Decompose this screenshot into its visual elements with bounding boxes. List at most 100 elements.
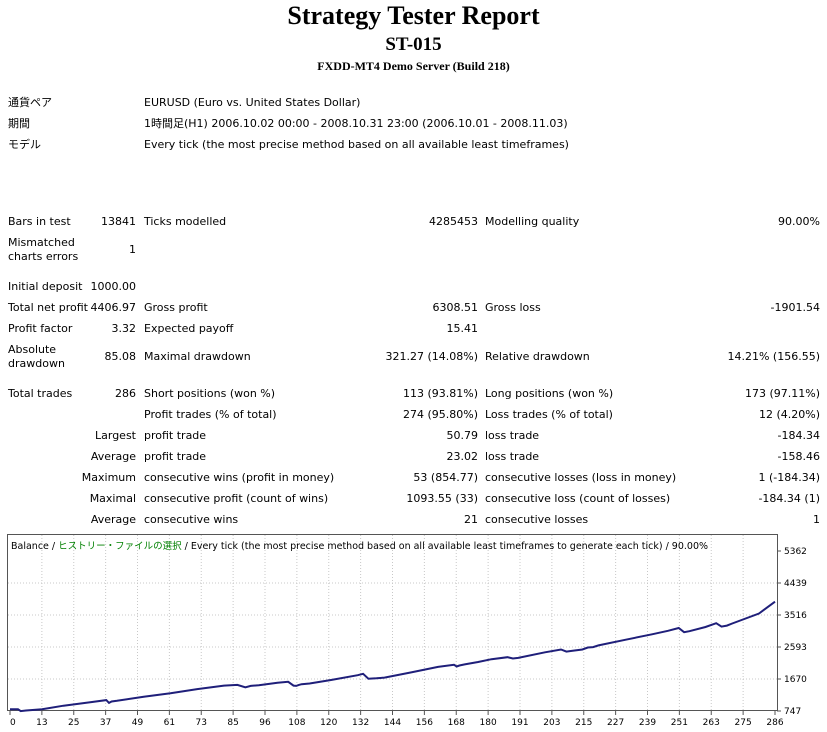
average-profit-value: 23.02 — [446, 450, 479, 463]
total-trades-label: Total trades — [8, 387, 73, 400]
info-label: モデル — [8, 138, 41, 151]
balance-chart-svg: 0 13 25 37 49 61 73 85 96 108 120 132 144 156 168 180 19… — [7, 534, 807, 728]
x-tick-label: 25 — [68, 718, 79, 728]
maximal-drawdown-value: 321.27 (14.08%) — [385, 350, 478, 363]
average-consec-loss-label: consecutive losses — [485, 513, 589, 526]
ticks-modelled-value: 4285453 — [429, 215, 478, 228]
mismatched-label-1: Mismatched — [8, 236, 75, 249]
average-consec-profit-label: consecutive wins — [144, 513, 239, 526]
maximum-loss-label: consecutive losses (loss in money) — [485, 471, 677, 484]
x-tick-label: 215 — [575, 718, 592, 728]
x-tick-label: 144 — [384, 718, 401, 728]
y-tick-label: 5362 — [784, 547, 807, 557]
info-label: 期間 — [8, 117, 30, 130]
short-positions-value: 113 (93.81%) — [402, 387, 478, 400]
x-tick-label: 73 — [196, 718, 207, 728]
maximal-drawdown-label: Maximal drawdown — [144, 350, 251, 363]
maximal-loss-label: consecutive loss (count of losses) — [485, 492, 671, 505]
y-tick-label: 4439 — [784, 579, 807, 589]
x-tick-label: 275 — [735, 718, 752, 728]
long-positions-value: 173 (97.11%) — [744, 387, 820, 400]
relative-drawdown-label: Relative drawdown — [485, 350, 590, 363]
y-tick-label: 747 — [784, 707, 801, 717]
long-positions-label: Long positions (won %) — [485, 387, 614, 400]
grid-lines — [8, 535, 777, 710]
gross-loss-value: -1901.54 — [770, 301, 820, 314]
info-value: EURUSD (Euro vs. United States Dollar) — [144, 96, 361, 109]
profit-trades-value: 274 (95.80%) — [402, 408, 478, 421]
gross-profit-value: 6308.51 — [432, 301, 479, 314]
legend-separator: / — [48, 541, 59, 552]
info-value: Every tick (the most precise method base… — [144, 138, 569, 151]
x-tick-label: 96 — [259, 718, 271, 728]
profit-factor-label: Profit factor — [8, 322, 73, 335]
maximal-prefix: Maximal — [89, 492, 136, 505]
absolute-drawdown-label-1: Absolute — [8, 343, 57, 356]
gross-profit-label: Gross profit — [144, 301, 208, 314]
x-tick-label: 85 — [227, 718, 238, 728]
legend-description: / Every tick (the most precise method ba… — [181, 541, 709, 552]
maximum-loss-value: 1 (-184.34) — [758, 471, 820, 484]
ticks-modelled-label: Ticks modelled — [144, 215, 227, 228]
balance-chart: 0 13 25 37 49 61 73 85 96 108 120 132 144 156 168 180 19… — [7, 534, 823, 730]
x-tick-label: 203 — [543, 718, 560, 728]
total-net-profit-label: Total net profit — [8, 301, 88, 314]
x-tick-label: 191 — [511, 718, 528, 728]
expected-payoff-label: Expected payoff — [144, 322, 234, 335]
largest-profit-label: profit trade — [144, 429, 207, 442]
average-consec-profit-value: 21 — [464, 513, 478, 526]
legend-history-link[interactable]: ヒストリー・ファイルの選択 — [58, 541, 182, 552]
largest-loss-value: -184.34 — [777, 429, 820, 442]
maximum-profit-value: 53 (854.77) — [413, 471, 478, 484]
y-tick-label: 1670 — [784, 675, 807, 685]
x-tick-label: 227 — [607, 718, 624, 728]
mismatched-value: 1 — [129, 243, 136, 256]
maximal-profit-label: consecutive profit (count of wins) — [144, 492, 329, 505]
absolute-drawdown-value: 85.08 — [104, 350, 137, 363]
absolute-drawdown-label-2: drawdown — [8, 357, 65, 370]
x-tick-label: 49 — [132, 718, 144, 728]
x-tick-label: 108 — [288, 718, 305, 728]
average-prefix: Average — [90, 450, 136, 463]
total-net-profit-value: 4406.97 — [90, 301, 137, 314]
maximal-profit-value: 1093.55 (33) — [406, 492, 478, 505]
modelling-quality-value: 90.00% — [778, 215, 820, 228]
total-trades-value: 286 — [115, 387, 136, 400]
report-title: Strategy Tester Report — [287, 1, 540, 30]
info-value: 1時間足(H1) 2006.10.02 00:00 - 2008.10.31 2… — [144, 117, 568, 130]
x-tick-label: 168 — [448, 718, 465, 728]
mismatched-label-2: charts errors — [8, 250, 79, 263]
maximum-profit-label: consecutive wins (profit in money) — [144, 471, 335, 484]
x-tick-label: 251 — [671, 718, 688, 728]
x-tick-label: 286 — [766, 718, 783, 728]
profit-factor-value: 3.32 — [111, 322, 137, 335]
maximal-loss-value: -184.34 (1) — [758, 492, 820, 505]
modelling-quality-label: Modelling quality — [485, 215, 580, 228]
average-consec-loss-value: 1 — [813, 513, 820, 526]
x-tick-label: 61 — [164, 718, 175, 728]
average-loss-label: loss trade — [485, 450, 540, 463]
server-name: FXDD-MT4 Demo Server (Build 218) — [317, 59, 510, 73]
loss-trades-label: Loss trades (% of total) — [485, 408, 613, 421]
y-tick-label: 3516 — [784, 611, 807, 621]
x-tick-label: 37 — [100, 718, 111, 728]
y-tick-label: 2593 — [784, 643, 807, 653]
chart-legend: Balance / ヒストリー・ファイルの選択 / Every tick (th… — [11, 538, 708, 552]
maximum-prefix: Maximum — [81, 471, 136, 484]
info-label: 通貨ペア — [8, 96, 52, 109]
bars-in-test-value: 13841 — [101, 215, 136, 228]
x-tick-label: 132 — [352, 718, 369, 728]
loss-trades-value: 12 (4.20%) — [758, 408, 820, 421]
relative-drawdown-value: 14.21% (156.55) — [727, 350, 820, 363]
average-consec-prefix: Average — [90, 513, 136, 526]
legend-balance: Balance — [11, 541, 49, 552]
largest-prefix: Largest — [95, 429, 136, 442]
largest-loss-label: loss trade — [485, 429, 540, 442]
average-loss-value: -158.46 — [777, 450, 820, 463]
x-tick-label: 13 — [36, 718, 47, 728]
y-axis-ticks: 5362 4439 3516 2593 1670 747 — [777, 547, 807, 717]
x-tick-label: 180 — [480, 718, 497, 728]
expected-payoff-value: 15.41 — [446, 322, 479, 335]
report-subtitle: ST-015 — [385, 34, 442, 55]
average-profit-label: profit trade — [144, 450, 207, 463]
